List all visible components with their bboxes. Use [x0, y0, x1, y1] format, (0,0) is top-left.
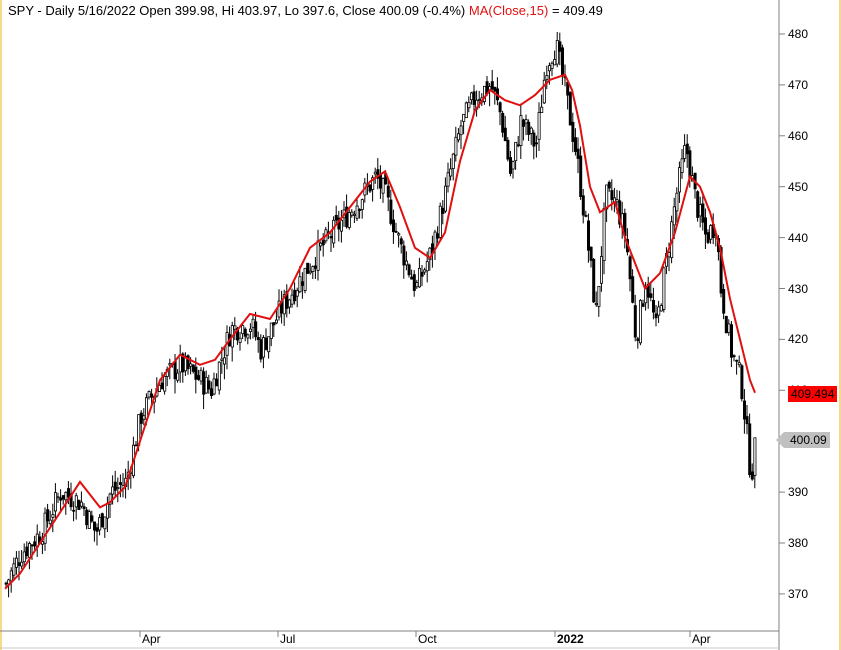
y-tick-label: 370	[787, 586, 808, 601]
y-tick-label: 380	[787, 536, 808, 550]
y-tick-label: 480	[787, 27, 808, 41]
y-tick-label: 440	[787, 230, 808, 245]
ma-indicator-value: = 409.49	[548, 3, 603, 18]
ma-line	[4, 73, 756, 590]
y-tick-label: 390	[787, 485, 808, 500]
candlestick-series	[4, 31, 757, 598]
x-tick-label: Apr	[692, 632, 711, 646]
chart-title: SPY - Daily 5/16/2022 Open 399.98, Hi 40…	[8, 3, 603, 18]
window-left-edge	[0, 0, 2, 650]
x-tick-label: Oct	[418, 632, 437, 646]
y-tick-label: 450	[787, 179, 808, 194]
y-tick-label: 470	[787, 77, 808, 92]
close-price-tag: 400.09	[776, 432, 830, 448]
ma-indicator-label: MA(Close,15)	[468, 3, 549, 18]
ma-value-tag: 409.494	[788, 386, 838, 402]
y-tick-label: 420	[787, 332, 808, 347]
window-right-edge	[839, 0, 841, 650]
y-tick-label: 430	[787, 281, 808, 296]
x-axis-ticks	[139, 631, 691, 637]
y-tick-label: 460	[787, 128, 808, 143]
x-tick-label: Apr	[142, 632, 161, 646]
x-tick-label: 2022	[557, 632, 584, 646]
ohlc-summary: SPY - Daily 5/16/2022 Open 399.98, Hi 40…	[8, 3, 466, 18]
x-tick-label: Jul	[280, 632, 296, 646]
y-axis-ticks	[779, 33, 785, 595]
